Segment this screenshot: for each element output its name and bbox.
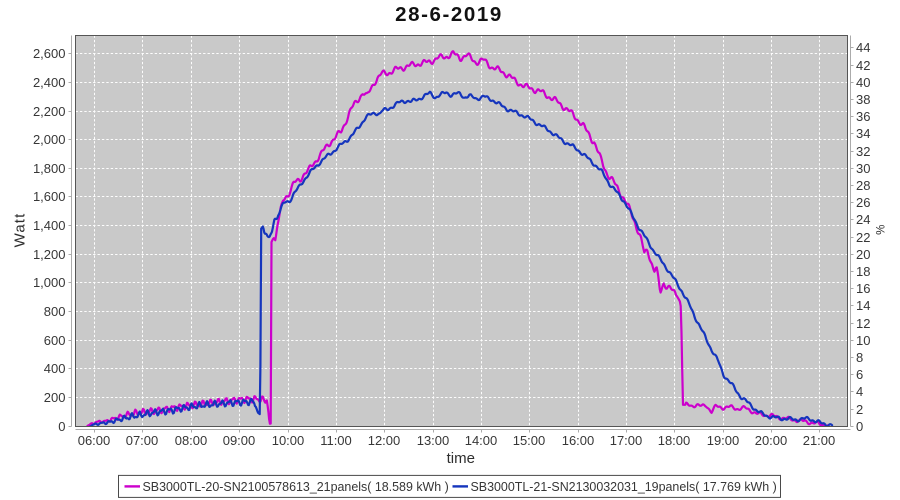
svg-text:32: 32	[856, 144, 870, 159]
svg-text:12: 12	[856, 316, 870, 331]
svg-text:1,400: 1,400	[33, 218, 66, 233]
svg-text:42: 42	[856, 58, 870, 73]
svg-text:2,600: 2,600	[33, 46, 66, 61]
svg-text:8: 8	[856, 350, 863, 365]
svg-text:07:00: 07:00	[126, 433, 159, 448]
svg-text:SB3000TL-20-SN2100578613_21pan: SB3000TL-20-SN2100578613_21panels( 18.58…	[143, 480, 449, 494]
svg-text:26: 26	[856, 195, 870, 210]
svg-text:600: 600	[44, 333, 66, 348]
svg-text:16:00: 16:00	[562, 433, 595, 448]
svg-text:2,200: 2,200	[33, 104, 66, 119]
svg-text:19:00: 19:00	[707, 433, 740, 448]
svg-text:21:00: 21:00	[803, 433, 836, 448]
svg-text:06:00: 06:00	[78, 433, 111, 448]
svg-text:20: 20	[856, 247, 870, 262]
svg-text:1,200: 1,200	[33, 247, 66, 262]
svg-text:16: 16	[856, 281, 870, 296]
svg-text:18: 18	[856, 264, 870, 279]
svg-text:30: 30	[856, 161, 870, 176]
svg-text:2,400: 2,400	[33, 75, 66, 90]
svg-text:08:00: 08:00	[175, 433, 208, 448]
svg-text:10:00: 10:00	[272, 433, 305, 448]
svg-text:Watt: Watt	[12, 213, 29, 248]
svg-text:%: %	[876, 225, 888, 235]
svg-text:10: 10	[856, 333, 870, 348]
svg-text:800: 800	[44, 304, 66, 319]
svg-text:14:00: 14:00	[465, 433, 498, 448]
svg-text:6: 6	[856, 367, 863, 382]
svg-text:0: 0	[58, 419, 65, 434]
svg-text:12:00: 12:00	[368, 433, 401, 448]
svg-text:1,600: 1,600	[33, 189, 66, 204]
svg-text:SB3000TL-21-SN2130032031_19pan: SB3000TL-21-SN2130032031_19panels( 17.76…	[471, 480, 777, 494]
svg-text:34: 34	[856, 126, 870, 141]
svg-text:09:00: 09:00	[223, 433, 256, 448]
svg-text:1,000: 1,000	[33, 275, 66, 290]
svg-text:44: 44	[856, 40, 870, 55]
svg-text:1,800: 1,800	[33, 161, 66, 176]
svg-text:13:00: 13:00	[417, 433, 450, 448]
svg-text:40: 40	[856, 75, 870, 90]
svg-text:28: 28	[856, 178, 870, 193]
svg-text:15:00: 15:00	[513, 433, 546, 448]
svg-text:time: time	[447, 450, 475, 467]
svg-text:400: 400	[44, 361, 66, 376]
svg-text:0: 0	[856, 419, 863, 434]
svg-text:4: 4	[856, 384, 863, 399]
svg-text:11:00: 11:00	[320, 433, 352, 448]
svg-text:36: 36	[856, 109, 870, 124]
svg-text:20:00: 20:00	[755, 433, 788, 448]
svg-text:17:00: 17:00	[610, 433, 643, 448]
svg-text:38: 38	[856, 92, 870, 107]
svg-text:24: 24	[856, 212, 870, 227]
svg-text:2,000: 2,000	[33, 132, 66, 147]
svg-text:200: 200	[44, 390, 66, 405]
svg-text:14: 14	[856, 298, 870, 313]
svg-text:22: 22	[856, 230, 870, 245]
svg-text:28-6-2019: 28-6-2019	[395, 3, 503, 26]
svg-text:2: 2	[856, 402, 863, 417]
svg-text:18:00: 18:00	[658, 433, 691, 448]
